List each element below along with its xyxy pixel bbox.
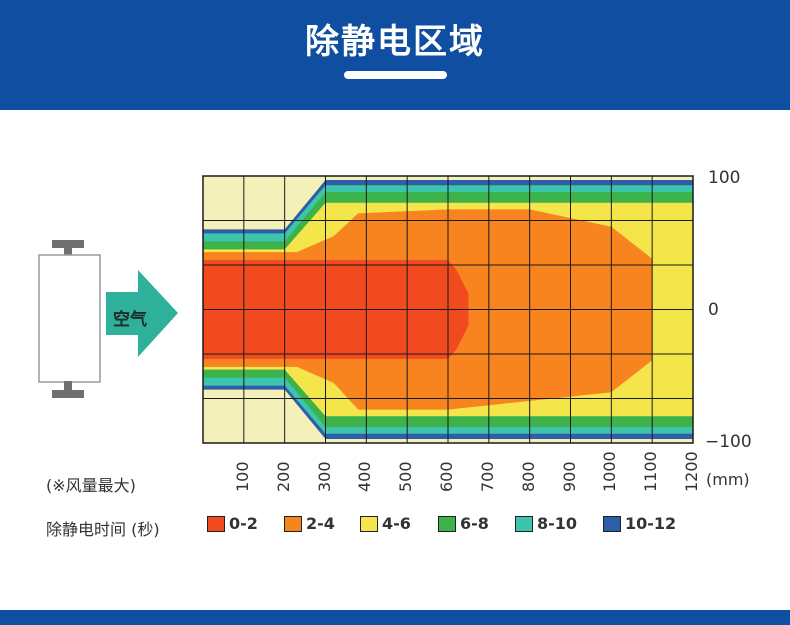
title-underline xyxy=(344,71,447,79)
legend-item-0-2: 0-2 xyxy=(207,514,258,533)
legend-item-2-4: 2-4 xyxy=(284,514,335,533)
x-tick-label: 1000 xyxy=(600,451,620,492)
legend-item-10-12: 10-12 xyxy=(603,514,676,533)
legend-label: 10-12 xyxy=(625,514,677,533)
y-tick-label: −100 xyxy=(705,432,752,452)
x-tick-label: 200 xyxy=(273,461,293,492)
x-tick-label: 1100 xyxy=(641,451,661,492)
y-tick-label: 100 xyxy=(708,168,741,188)
airflow-note: (※风量最大) xyxy=(46,476,136,495)
legend-item-8-10: 8-10 xyxy=(515,514,577,533)
x-unit-label: (mm) xyxy=(706,470,750,489)
x-tick-label: 400 xyxy=(355,461,375,492)
legend-swatch xyxy=(360,515,378,532)
legend-swatch xyxy=(438,515,456,532)
legend-item-4-6: 4-6 xyxy=(360,514,411,533)
legend-swatch xyxy=(603,515,621,532)
page-title: 除静电区域 xyxy=(305,22,485,62)
y-tick-label: 0 xyxy=(708,300,719,320)
x-tick-label: 500 xyxy=(396,461,416,492)
legend-label: 4-6 xyxy=(382,514,411,533)
legend-title: 除静电时间 (秒) xyxy=(46,520,160,539)
airflow-label: 空气 xyxy=(113,310,147,330)
legend-item-6-8: 6-8 xyxy=(438,514,489,533)
legend-swatch xyxy=(207,515,225,532)
x-tick-label: 100 xyxy=(232,461,252,492)
x-tick-label: 900 xyxy=(559,461,579,492)
legend-swatch xyxy=(515,515,533,532)
legend-label: 2-4 xyxy=(306,514,335,533)
plot-frame xyxy=(202,175,694,444)
x-tick-label: 1200 xyxy=(682,451,701,492)
x-tick-label: 300 xyxy=(314,461,334,492)
x-tick-label: 800 xyxy=(518,461,538,492)
x-tick-label: 600 xyxy=(437,461,456,492)
header-banner: 除静电区域 xyxy=(0,0,790,110)
x-tick-label: 700 xyxy=(477,461,497,492)
legend-label: 0-2 xyxy=(229,514,258,533)
legend-label: 8-10 xyxy=(537,514,578,533)
legend-swatch xyxy=(284,515,302,532)
legend-label: 6-8 xyxy=(460,514,489,533)
footer-bar xyxy=(0,610,790,625)
airflow-arrow-icon xyxy=(106,270,178,357)
